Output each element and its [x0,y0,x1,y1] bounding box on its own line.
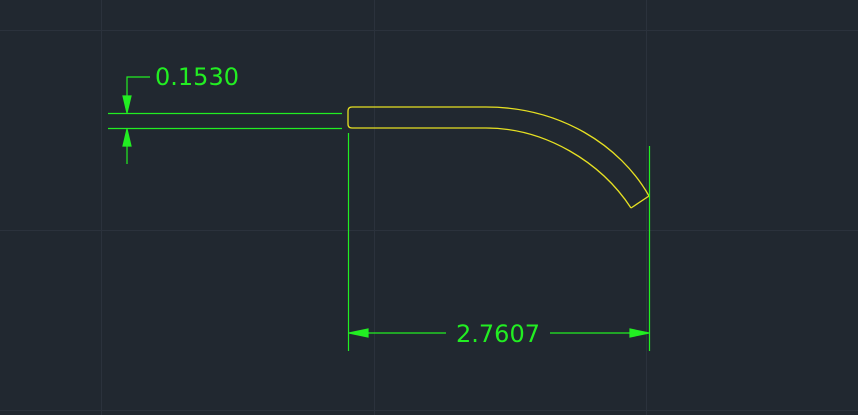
length-dimension[interactable] [347,133,651,351]
thickness-leader-top [126,76,150,96]
length-arrow-left [348,328,369,338]
profile-geometry[interactable] [347,106,650,209]
profile-outer-arc[interactable] [485,106,650,197]
thickness-arrow-bottom [122,128,132,147]
thickness-dimension[interactable] [108,76,342,164]
length-arrow-right [629,328,650,338]
thickness-arrow-top [122,95,132,114]
profile-inner-arc[interactable] [485,127,632,209]
length-dimension-text[interactable]: 2.7607 [456,320,540,348]
profile-left-cap[interactable] [347,106,353,129]
profile-end-cap[interactable] [630,195,650,209]
thickness-dimension-text[interactable]: 0.1530 [155,63,239,91]
